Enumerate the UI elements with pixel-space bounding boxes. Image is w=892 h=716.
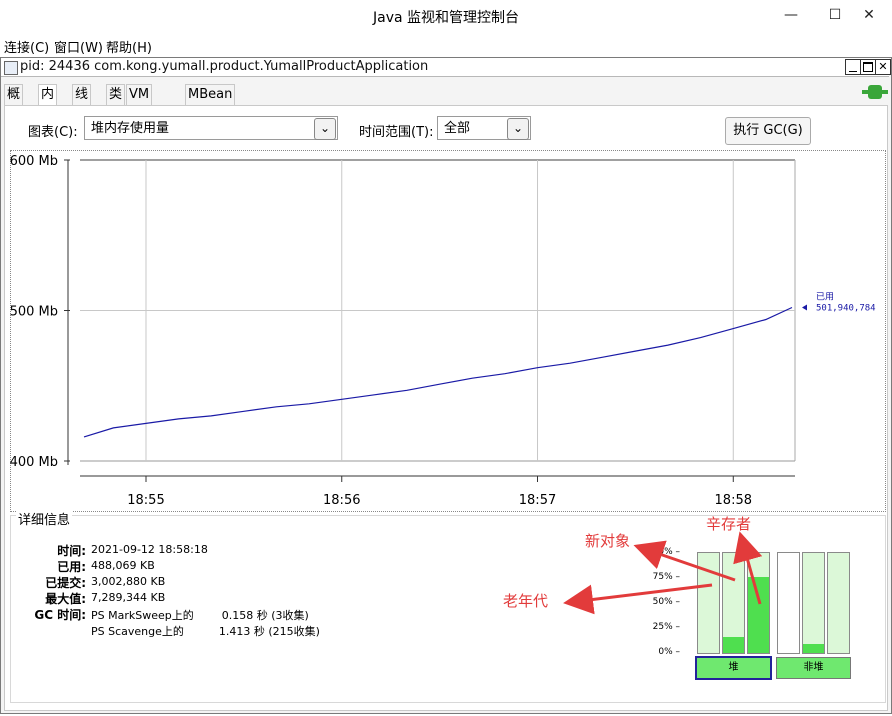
- frame-close-button[interactable]: ✕: [875, 59, 891, 75]
- pool-committed-fill: [828, 553, 849, 653]
- detail-value-committed: 3,002,880 KB: [91, 575, 166, 588]
- pool-y-tick-label: 25% –: [652, 622, 680, 632]
- heap-used-line: [83, 306, 793, 438]
- pool-bar-nonheap1[interactable]: [777, 552, 800, 654]
- x-tick-label: 18:56: [323, 493, 360, 508]
- x-tick-label: 18:57: [519, 493, 556, 508]
- nonheap-button[interactable]: 非堆: [776, 657, 851, 679]
- time-range-select[interactable]: 全部 ⌄: [437, 116, 531, 140]
- menu-bar: 连接(C) 窗口(W) 帮助(H): [0, 34, 892, 56]
- tab-vm-summary[interactable]: VM 概要: [126, 84, 153, 142]
- frame-minimize-button[interactable]: [845, 59, 861, 75]
- frame-maximize-button[interactable]: [860, 59, 876, 75]
- tab-classes[interactable]: 类: [106, 84, 126, 105]
- heap-button[interactable]: 堆: [695, 656, 772, 680]
- close-button[interactable]: ✕: [863, 7, 875, 23]
- pool-y-tick-label: 50% –: [652, 597, 680, 607]
- internal-frame-title: pid: 24436 com.kong.yumall.product.Yumal…: [20, 59, 429, 74]
- maximize-button[interactable]: ☐: [828, 7, 842, 23]
- x-tick-label: 18:55: [127, 493, 164, 508]
- pool-y-tick-label: 0% –: [658, 647, 680, 657]
- window-title: Java 监视和管理控制台: [372, 10, 520, 26]
- pool-used-fill: [803, 644, 824, 653]
- perform-gc-button[interactable]: 执行 GC(G): [725, 117, 811, 145]
- detail-label-used: 已用:: [57, 560, 86, 574]
- y-tick-label: 600 Mb: [10, 154, 58, 169]
- pool-y-tick-label: 75% –: [652, 572, 680, 582]
- detail-label-time: 时间:: [57, 544, 86, 558]
- java-app-icon: [4, 61, 18, 75]
- chart-select-value: 堆内存使用量: [91, 121, 170, 136]
- pool-committed-fill: [698, 553, 719, 653]
- chart-panel: [10, 150, 886, 512]
- current-value-number: 501,940,784: [816, 303, 876, 313]
- annotation-new-objects: 新对象: [585, 532, 631, 550]
- plug-icon: [862, 85, 888, 99]
- title-bar: [0, 0, 892, 32]
- pool-bar-old[interactable]: [697, 552, 720, 654]
- y-tick-label: 500 Mb: [10, 305, 58, 320]
- menu-connect[interactable]: 连接(C): [4, 41, 50, 56]
- menu-help[interactable]: 帮助(H): [106, 41, 152, 56]
- time-range-label: 时间范围(T):: [359, 125, 434, 140]
- chart-select[interactable]: 堆内存使用量 ⌄: [84, 116, 338, 140]
- pool-bar-nonheap3[interactable]: [827, 552, 850, 654]
- annotation-survivor: 辛存者: [706, 515, 752, 533]
- pool-used-fill: [723, 637, 744, 653]
- details-title: 详细信息: [16, 509, 73, 528]
- tab-threads[interactable]: 线程: [72, 84, 92, 122]
- current-value-label: 已用: [816, 291, 834, 302]
- pool-bar-nonheap2[interactable]: [802, 552, 825, 654]
- pool-y-tick-label: 100% –: [646, 547, 680, 557]
- tab-memory[interactable]: 内存: [38, 84, 58, 122]
- detail-value-time: 2021-09-12 18:58:18: [91, 543, 208, 556]
- menu-window[interactable]: 窗口(W): [54, 41, 103, 56]
- pool-bar-eden[interactable]: [722, 552, 745, 654]
- x-tick-label: 18:58: [715, 493, 752, 508]
- current-value-marker: [802, 304, 807, 311]
- tab-overview[interactable]: 概览: [4, 84, 24, 122]
- detail-value-max: 7,289,344 KB: [91, 591, 166, 604]
- heap-usage-chart: 400 Mb 500 Mb 600 Mb 18:55 18:56 18:57 18:58 已用…: [10, 154, 876, 508]
- pool-committed-fill: [803, 553, 824, 653]
- details-panel: [10, 515, 886, 703]
- detail-value-gc-marksweep: PS MarkSweep上的 0.158 秒 (3收集): [91, 609, 309, 622]
- pool-bar-survivor[interactable]: [747, 552, 770, 654]
- detail-value-used: 488,069 KB: [91, 559, 155, 572]
- detail-label-committed: 已提交:: [45, 576, 86, 590]
- minimize-button[interactable]: —: [784, 7, 798, 23]
- chart-label: 图表(C):: [28, 125, 78, 140]
- detail-label-gc-time: GC 时间:: [34, 608, 86, 622]
- time-range-value: 全部: [444, 121, 471, 136]
- y-tick-label: 400 Mb: [10, 455, 58, 470]
- detail-value-gc-scavenge: PS Scavenge上的 1.413 秒 (215收集): [91, 625, 320, 638]
- chevron-down-icon[interactable]: ⌄: [314, 118, 336, 140]
- internal-frame-titlebar: [1, 58, 889, 77]
- pool-used-fill: [748, 577, 769, 653]
- annotation-old-gen: 老年代: [503, 592, 549, 610]
- chevron-down-icon[interactable]: ⌄: [507, 118, 529, 140]
- detail-label-max: 最大值:: [45, 592, 86, 606]
- tab-mbean[interactable]: MBean: [185, 84, 236, 105]
